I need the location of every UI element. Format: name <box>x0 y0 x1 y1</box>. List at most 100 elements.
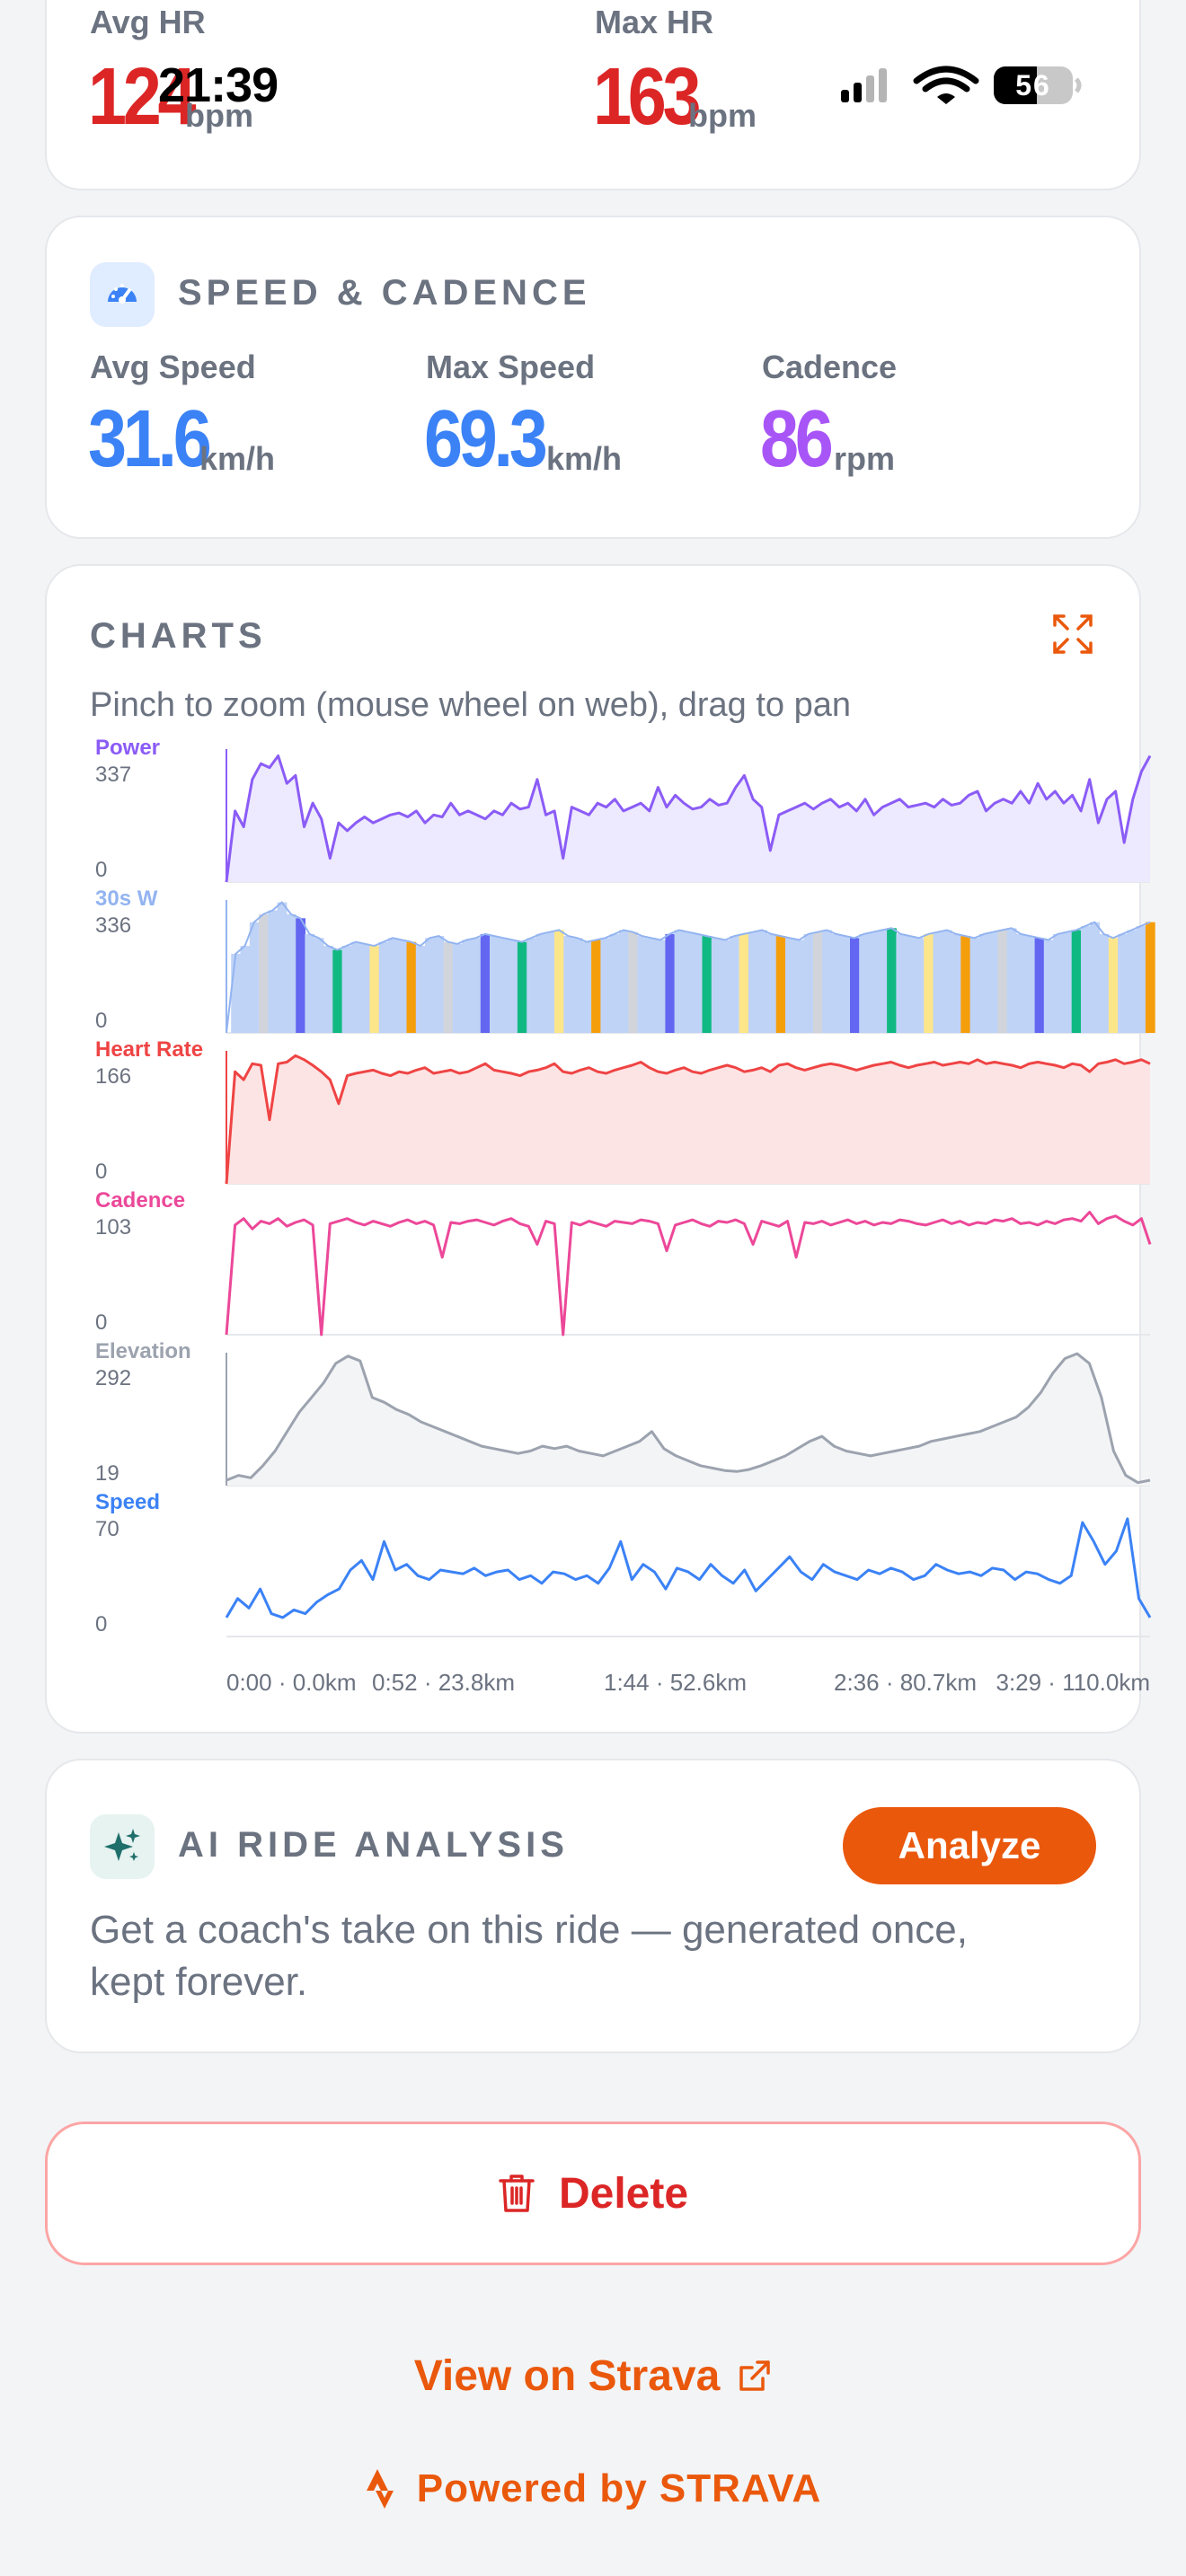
chart-series-line <box>226 901 1151 1034</box>
chart-bar <box>499 938 509 1033</box>
chart-bar <box>268 910 279 1033</box>
chart-bar <box>960 936 971 1033</box>
chart-bar <box>490 936 500 1033</box>
chart-bar <box>1108 938 1119 1033</box>
chart-bar <box>693 933 703 1033</box>
sparkles-icon <box>90 1814 155 1879</box>
section-title-speed-cadence: SPEED & CADENCE <box>178 273 591 313</box>
chart-bar <box>286 913 296 1033</box>
chart-bar <box>1127 930 1137 1033</box>
heart-rate-card: Avg HR 124 bpm Max HR 163 bpm <box>45 0 1141 190</box>
delete-button[interactable]: Delete <box>45 2122 1141 2265</box>
chart-bar <box>628 931 638 1033</box>
chart-bar <box>350 941 361 1033</box>
chart-bar <box>572 938 583 1033</box>
delete-label: Delete <box>558 2169 689 2218</box>
expand-icon[interactable] <box>1051 613 1094 656</box>
chart-bar <box>887 928 897 1033</box>
chart-bar <box>924 933 934 1033</box>
chart-bar <box>1099 933 1110 1033</box>
section-title-ai-analysis: AI RIDE ANALYSIS <box>178 1825 569 1865</box>
external-link-icon <box>739 2360 771 2391</box>
charts-card[interactable]: CHARTS Pinch to zoom (mouse wheel on web… <box>45 564 1155 1734</box>
chart-bar <box>1053 933 1063 1033</box>
chart-bar <box>1090 922 1100 1033</box>
chart-x-tick-label: 0:00 · 0.0km <box>226 1669 357 1696</box>
chart-series-line <box>225 1211 1152 1337</box>
chart-bar <box>812 931 823 1033</box>
chart-bar <box>544 931 555 1033</box>
chart-bar <box>591 940 601 1033</box>
analyze-button[interactable]: Analyze <box>843 1807 1096 1884</box>
chart-bar <box>803 933 814 1033</box>
chart-bar <box>997 930 1008 1033</box>
chart-bar <box>794 940 805 1033</box>
chart-bar <box>305 933 315 1033</box>
chart-bar <box>665 933 676 1033</box>
chart-y-min-label: 0 <box>95 1612 107 1636</box>
chart-bar <box>563 936 574 1033</box>
chart-bar <box>822 930 832 1033</box>
chart-bar <box>757 930 767 1033</box>
chart-bar <box>249 922 260 1033</box>
chart-bar <box>969 938 980 1033</box>
view-on-strava-label: View on Strava <box>413 2352 721 2400</box>
chart-bar <box>600 938 611 1033</box>
view-on-strava-link[interactable]: View on Strava <box>0 2351 1186 2401</box>
chart-bar <box>1062 931 1073 1033</box>
chart-bar <box>850 938 860 1033</box>
chart-bar <box>1016 933 1026 1033</box>
status-time: 21:39 <box>158 58 279 112</box>
chart-bar <box>1006 928 1017 1033</box>
chart-bar <box>914 938 925 1033</box>
chart-bar <box>739 933 749 1033</box>
chart-bar <box>859 933 869 1033</box>
chart-x-tick-label: 1:44 · 52.6km <box>604 1669 747 1696</box>
chart-y-max-label: 103 <box>95 1215 131 1239</box>
chart-bar <box>831 933 842 1033</box>
trash-icon <box>499 2175 535 2212</box>
speed-cadence-card: SPEED & CADENCE Avg Speed 31.6 km/h Max … <box>45 216 1141 539</box>
chart-bar <box>508 940 518 1033</box>
chart-bar <box>314 938 324 1033</box>
chart-bar <box>1118 933 1128 1033</box>
cadence-unit: rpm <box>834 440 896 477</box>
chart-bar <box>1081 926 1091 1033</box>
chart-bar <box>323 946 333 1033</box>
chart-y-max-label: 70 <box>95 1517 119 1541</box>
chart-series-area <box>226 755 1150 882</box>
strava-logo-icon <box>366 2469 394 2509</box>
chart-bar <box>988 931 998 1033</box>
chart-series-area <box>226 1354 1150 1486</box>
chart-bar <box>1034 938 1045 1033</box>
chart-bar <box>397 940 407 1033</box>
chart-series-name: Power <box>95 736 160 760</box>
chart-bar <box>748 931 758 1033</box>
chart-bar <box>868 931 879 1033</box>
max-speed-unit: km/h <box>546 440 623 477</box>
chart-y-min-label: 0 <box>95 1160 107 1184</box>
chart-bar <box>933 931 943 1033</box>
chart-bar <box>388 938 398 1033</box>
max-speed-value: 69.3 <box>424 394 548 484</box>
chart-bar <box>415 946 426 1033</box>
chart-bar <box>1071 930 1082 1033</box>
chart-bar <box>721 940 730 1033</box>
max-speed-label: Max Speed <box>426 348 596 385</box>
chart-bar <box>877 930 888 1033</box>
avg-hr-unit: bpm <box>185 97 253 134</box>
chart-bar <box>674 930 685 1033</box>
chart-bar <box>646 938 657 1033</box>
chart-bar <box>462 940 472 1033</box>
chart-panel-power: Power 337 0 <box>95 736 1152 883</box>
chart-bar <box>296 918 305 1033</box>
chart-y-min-label: 0 <box>95 1009 107 1033</box>
cellular-signal-icon <box>841 66 1082 104</box>
chart-bar <box>730 936 740 1033</box>
chart-bar <box>554 930 564 1033</box>
chart-bar <box>711 938 721 1033</box>
max-hr-label: Max HR <box>595 4 714 40</box>
